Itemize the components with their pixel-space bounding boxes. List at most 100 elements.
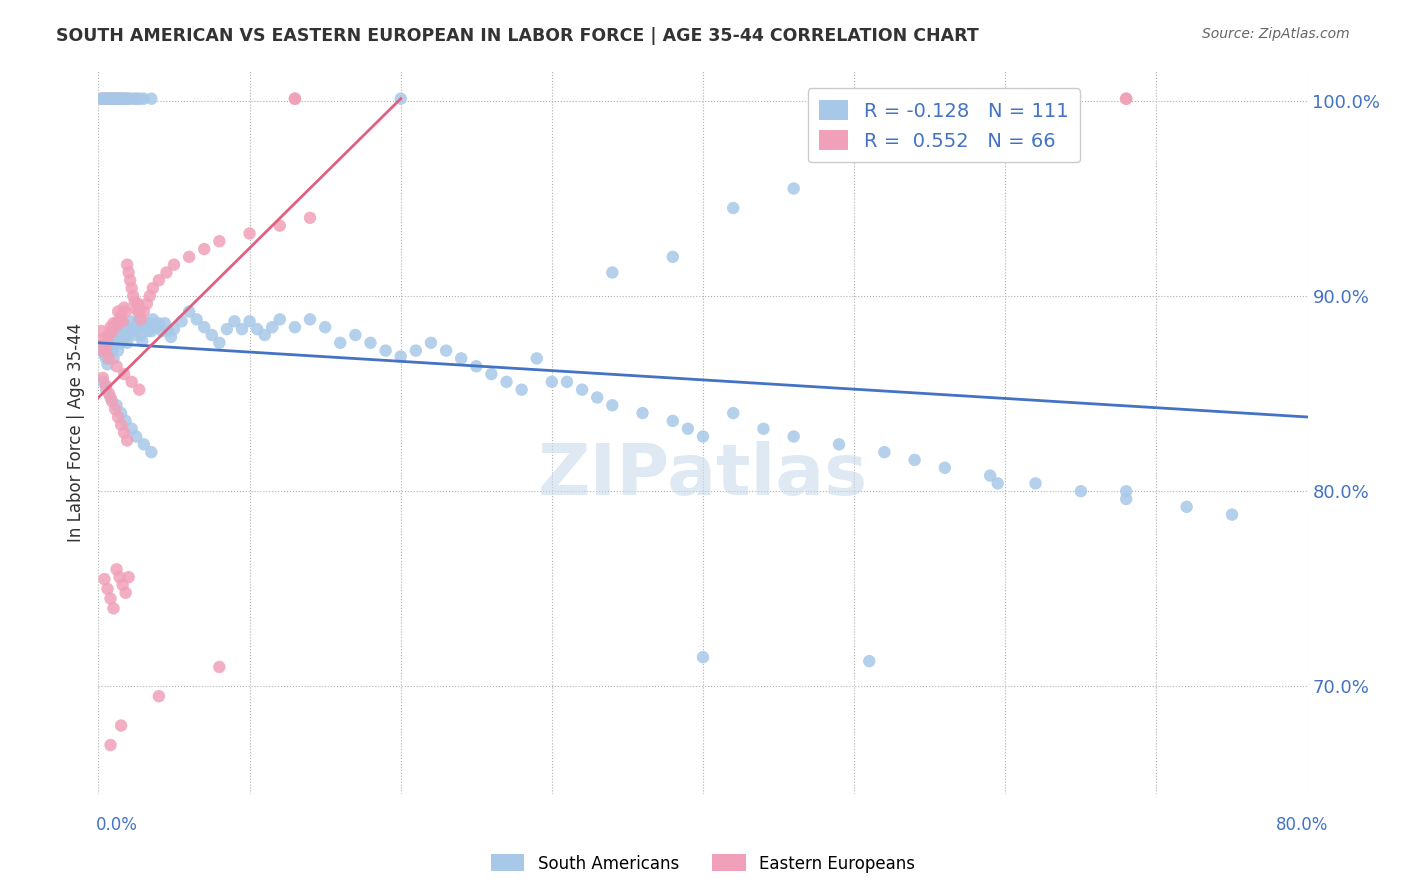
Point [120, 322, 142, 336]
Point [105, 92, 128, 106]
Point [110, 718, 132, 732]
Point [163, 322, 186, 336]
Point [114, 92, 136, 106]
Point [586, 391, 609, 405]
Point [163, 258, 186, 272]
Point [93, 92, 115, 106]
Point [105, 316, 128, 330]
Point [108, 322, 131, 336]
Text: ZIPatlas: ZIPatlas [538, 442, 868, 510]
Point [91, 375, 114, 389]
Point [96, 335, 118, 350]
Point [314, 320, 336, 334]
Point [98, 386, 121, 401]
Point [1115, 92, 1137, 106]
Point [115, 258, 138, 272]
Point [752, 422, 775, 436]
Point [128, 320, 150, 334]
Point [124, 328, 146, 343]
Point [114, 92, 136, 106]
Point [121, 314, 143, 328]
Text: 0.0%: 0.0% [96, 816, 138, 834]
Point [450, 351, 472, 366]
Point [100, 92, 122, 106]
Point [115, 92, 138, 106]
Point [111, 578, 134, 592]
Point [132, 304, 155, 318]
Point [239, 227, 262, 241]
Point [139, 316, 162, 330]
Point [90, 92, 112, 106]
Point [103, 601, 125, 615]
Point [103, 337, 125, 351]
Point [100, 591, 122, 606]
Point [107, 92, 129, 106]
Point [231, 322, 253, 336]
Point [128, 383, 150, 397]
Point [1175, 500, 1198, 514]
Point [136, 324, 159, 338]
Point [94, 383, 117, 397]
Point [139, 289, 162, 303]
Point [129, 92, 152, 106]
Point [91, 343, 114, 358]
Point [1115, 484, 1137, 499]
Point [107, 304, 129, 318]
Point [125, 92, 148, 106]
Point [602, 265, 624, 279]
Y-axis label: In Labor Force | Age 35-44: In Labor Force | Age 35-44 [66, 323, 84, 542]
Point [94, 343, 117, 358]
Point [934, 460, 956, 475]
Point [692, 429, 714, 443]
Point [253, 328, 276, 343]
Point [131, 334, 153, 348]
Point [141, 324, 163, 338]
Point [132, 437, 155, 451]
Point [510, 383, 533, 397]
Point [104, 92, 127, 106]
Point [495, 375, 517, 389]
Point [141, 445, 163, 459]
Point [148, 273, 170, 287]
Point [101, 394, 124, 409]
Point [98, 335, 121, 350]
Point [129, 328, 152, 343]
Point [96, 342, 118, 356]
Point [94, 92, 117, 106]
Point [114, 414, 136, 428]
Point [215, 322, 238, 336]
Point [186, 312, 208, 326]
Point [90, 324, 112, 338]
Point [132, 320, 155, 334]
Point [692, 650, 714, 665]
Point [1220, 508, 1243, 522]
Point [110, 309, 132, 323]
Point [170, 314, 193, 328]
Point [540, 375, 562, 389]
Point [329, 335, 352, 350]
Point [571, 383, 593, 397]
Point [104, 92, 127, 106]
Point [121, 375, 143, 389]
Point [723, 201, 745, 215]
Point [112, 301, 135, 315]
Point [111, 92, 134, 106]
Point [1115, 92, 1137, 106]
Point [150, 324, 173, 338]
Point [118, 570, 141, 584]
Point [107, 92, 129, 106]
Point [90, 343, 112, 358]
Point [112, 322, 135, 336]
Point [299, 211, 322, 225]
Point [121, 92, 143, 106]
Point [100, 332, 122, 346]
Point [118, 92, 141, 106]
Point [389, 92, 412, 106]
Point [299, 312, 322, 326]
Point [98, 92, 121, 106]
Point [103, 316, 125, 330]
Point [193, 320, 215, 334]
Point [90, 92, 112, 106]
Point [160, 330, 183, 344]
Point [156, 324, 179, 338]
